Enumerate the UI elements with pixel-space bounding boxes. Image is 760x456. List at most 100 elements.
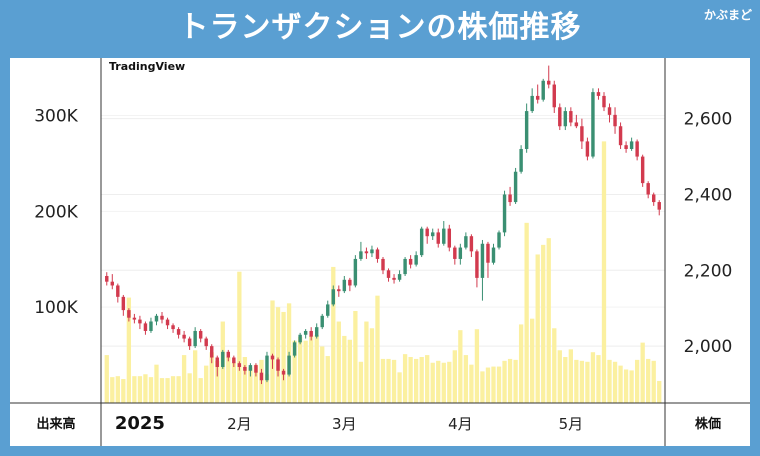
volume-bar [132, 376, 137, 403]
volume-bar [364, 321, 369, 403]
candle [442, 221, 446, 246]
volume-bar [126, 297, 132, 403]
candle [607, 103, 612, 123]
candle [475, 249, 479, 288]
candle-body [624, 145, 628, 149]
volume-bar [474, 329, 480, 403]
candle [585, 137, 590, 161]
candle [176, 327, 181, 339]
candle-body [574, 122, 579, 127]
volume-bar [353, 311, 358, 403]
volume-bar [342, 335, 347, 403]
candle-body [486, 243, 490, 263]
volume-bar [541, 244, 546, 403]
volume-tick-label: 300K [34, 107, 78, 127]
volume-bar [309, 335, 314, 403]
candle-body [121, 296, 126, 311]
volume-bar [607, 359, 612, 403]
volume-bar [137, 376, 143, 403]
volume-bar [270, 300, 275, 403]
price-axis-name: 株価 [695, 416, 721, 432]
volume-bar [375, 295, 380, 403]
candle [580, 118, 584, 149]
candle-body [292, 342, 297, 356]
candle [414, 251, 418, 267]
volume-bar [331, 266, 336, 403]
volume-bar [436, 360, 441, 403]
candle [193, 327, 197, 349]
volume-bar [469, 364, 474, 403]
candle-body [425, 228, 429, 237]
volume-bar [391, 359, 397, 403]
candle [596, 88, 601, 100]
volume-bar [530, 318, 535, 403]
candle-body [138, 319, 142, 324]
page-title: トランザクションの株価推移 [178, 10, 582, 45]
candle-body [276, 359, 280, 371]
axis-labels: 100K 200K 300K 2,000 2,200 2,400 2,600 2025 2月 3月… [34, 60, 732, 434]
tradingview-watermark: TradingView [109, 60, 185, 73]
volume-bar [447, 361, 452, 403]
candle [138, 315, 142, 330]
candle [364, 247, 369, 259]
candle-body [254, 365, 258, 373]
x-month-label: 2月 [227, 415, 252, 433]
candle-body [580, 126, 584, 142]
volume-bar [618, 365, 623, 403]
candle-body [613, 114, 617, 127]
candle [210, 344, 214, 364]
candle [497, 230, 501, 250]
volume-bar [518, 324, 524, 403]
candle [652, 192, 656, 206]
volume-bar [485, 367, 491, 403]
candle [160, 312, 164, 324]
volume-tick-label: 100K [34, 298, 78, 318]
volume-bar [264, 374, 270, 403]
volume-bar [413, 358, 419, 403]
candle [353, 255, 358, 288]
candle [254, 363, 258, 377]
candle-body [193, 330, 197, 347]
candle-body [149, 321, 153, 331]
volume-bar [380, 358, 386, 403]
volume-bar [402, 354, 408, 403]
candle-body [436, 232, 440, 244]
volume-bar [292, 340, 297, 403]
candle-body [563, 111, 568, 127]
volume-bar [320, 346, 325, 403]
candle [265, 351, 269, 383]
candle-body [657, 202, 661, 210]
volume-bar [496, 366, 502, 403]
volume-tick-label: 200K [34, 202, 78, 222]
candle [618, 122, 623, 149]
candle-body [232, 357, 236, 364]
candle [403, 257, 407, 276]
x-year-label: 2025 [115, 413, 165, 434]
gridlines [101, 115, 665, 347]
candle-body [547, 80, 551, 85]
candle [121, 294, 126, 316]
volume-bar [104, 355, 109, 403]
candle [110, 274, 114, 290]
candle-body [320, 315, 324, 328]
volume-bar [242, 357, 248, 403]
volume-bar [215, 360, 220, 403]
candle [292, 340, 297, 358]
volume-bar [314, 334, 319, 403]
volume-bar [524, 222, 529, 403]
candle-body [602, 95, 606, 108]
volume-bar [657, 380, 662, 403]
candle-body [392, 277, 396, 280]
candle-body [458, 247, 463, 259]
candle-body [569, 111, 573, 123]
candle-body [652, 194, 656, 203]
candle [408, 255, 413, 269]
candle [370, 245, 374, 258]
candlesticks [105, 65, 661, 385]
candle-body [585, 141, 590, 157]
volume-bar [646, 358, 651, 403]
volume-bar [507, 358, 513, 403]
candle-body [198, 330, 203, 339]
candle [541, 78, 545, 102]
candle [524, 103, 529, 153]
